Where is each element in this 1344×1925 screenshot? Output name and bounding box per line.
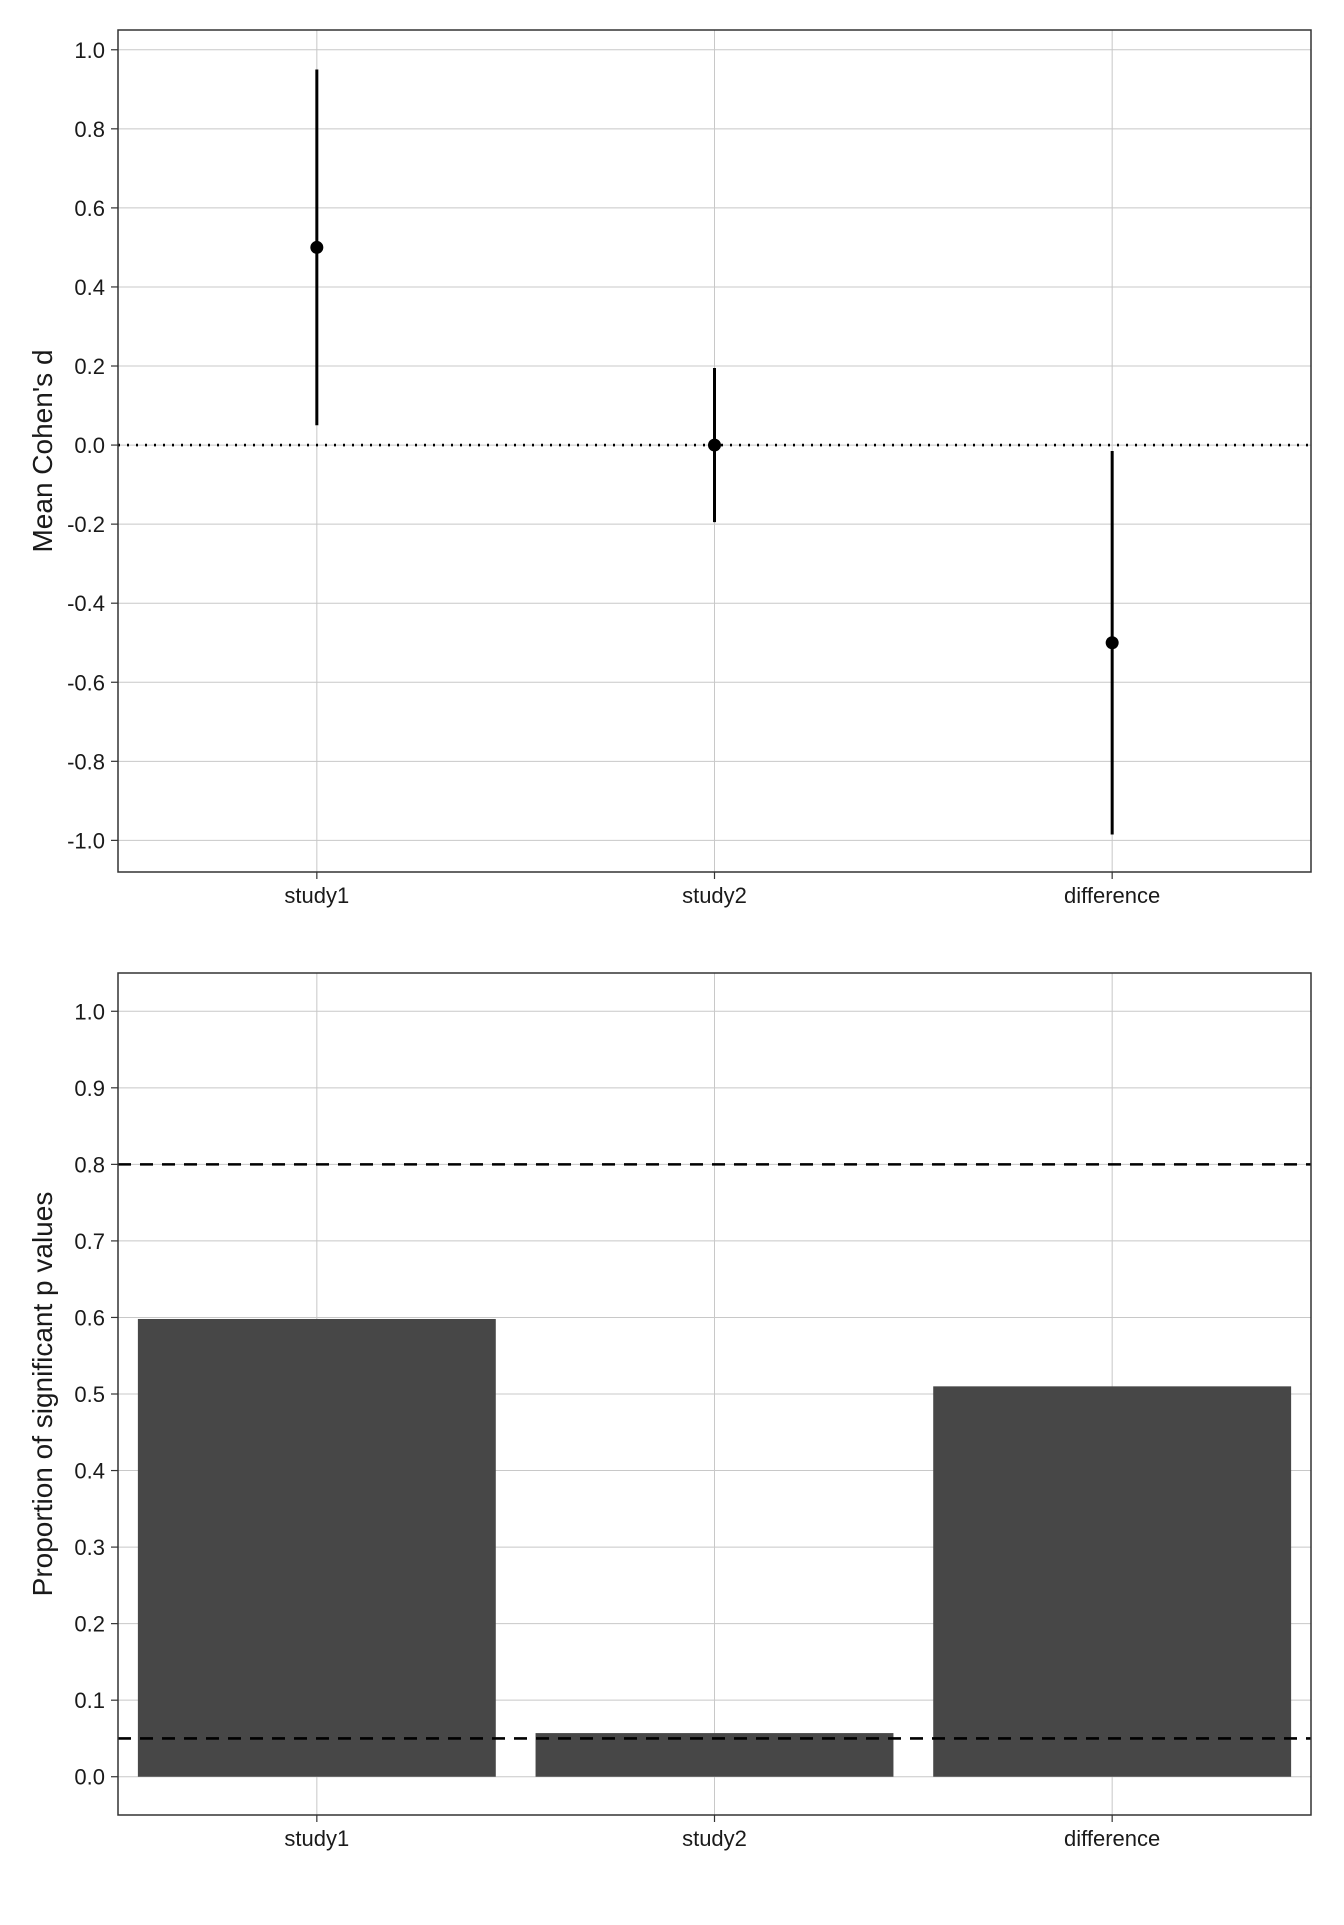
x-tick-label: study2: [682, 883, 747, 908]
bar-study2: [535, 1733, 894, 1777]
panel-effect-sizes: 1.0 0.8 0.6 0.4 0.2 0.0 -0.2 -0.4 -0.6 -0.8 -1.0 st…: [27, 29, 1312, 908]
y-tick-label: 0.9: [74, 1076, 105, 1101]
y-tick-label: 0.0: [74, 1765, 105, 1790]
y-tick-label: -0.2: [67, 512, 105, 537]
y-tick-label: -0.4: [67, 591, 105, 616]
y-tick-label: 0.6: [74, 1305, 105, 1330]
y-tick-label: 0.4: [74, 275, 105, 300]
y-tick-label: -1.0: [67, 828, 105, 853]
y-tick-label: -0.8: [67, 749, 105, 774]
y-axis-title: Proportion of significant p values: [27, 1192, 58, 1597]
y-tick-label: 1.0: [74, 999, 105, 1024]
bar-study1: [137, 1318, 496, 1777]
x-tick-label: difference: [1064, 883, 1160, 908]
point-study1: [310, 240, 324, 254]
panel-significance-proportions: 1.0 0.9 0.8 0.7 0.6 0.5 0.4 0.3 0.2 0.1 0.0 study1 s…: [27, 972, 1312, 1851]
bar-difference: [933, 1386, 1292, 1777]
panel-border: [117, 972, 1312, 1816]
x-tick-label: study1: [284, 1826, 349, 1851]
y-tick-label: -0.6: [67, 670, 105, 695]
y-axis-title: Mean Cohen's d: [27, 349, 58, 552]
y-tick-label: 1.0: [74, 38, 105, 63]
x-tick-label: difference: [1064, 1826, 1160, 1851]
y-tick-label: 0.8: [74, 1152, 105, 1177]
y-tick-label: 0.0: [74, 433, 105, 458]
x-tick-label: study1: [284, 883, 349, 908]
y-tick-label: 0.5: [74, 1382, 105, 1407]
y-tick-label: 0.4: [74, 1459, 105, 1484]
point-difference: [1105, 636, 1119, 650]
y-tick-label: 0.2: [74, 354, 105, 379]
y-tick-label: 0.6: [74, 196, 105, 221]
x-tick-label: study2: [682, 1826, 747, 1851]
y-tick-label: 0.7: [74, 1229, 105, 1254]
y-tick-label: 0.8: [74, 117, 105, 142]
y-tick-label: 0.2: [74, 1612, 105, 1637]
point-study2: [708, 438, 721, 452]
y-tick-label: 0.1: [74, 1688, 105, 1713]
y-tick-label: 0.3: [74, 1535, 105, 1560]
panel-border: [117, 29, 1312, 873]
